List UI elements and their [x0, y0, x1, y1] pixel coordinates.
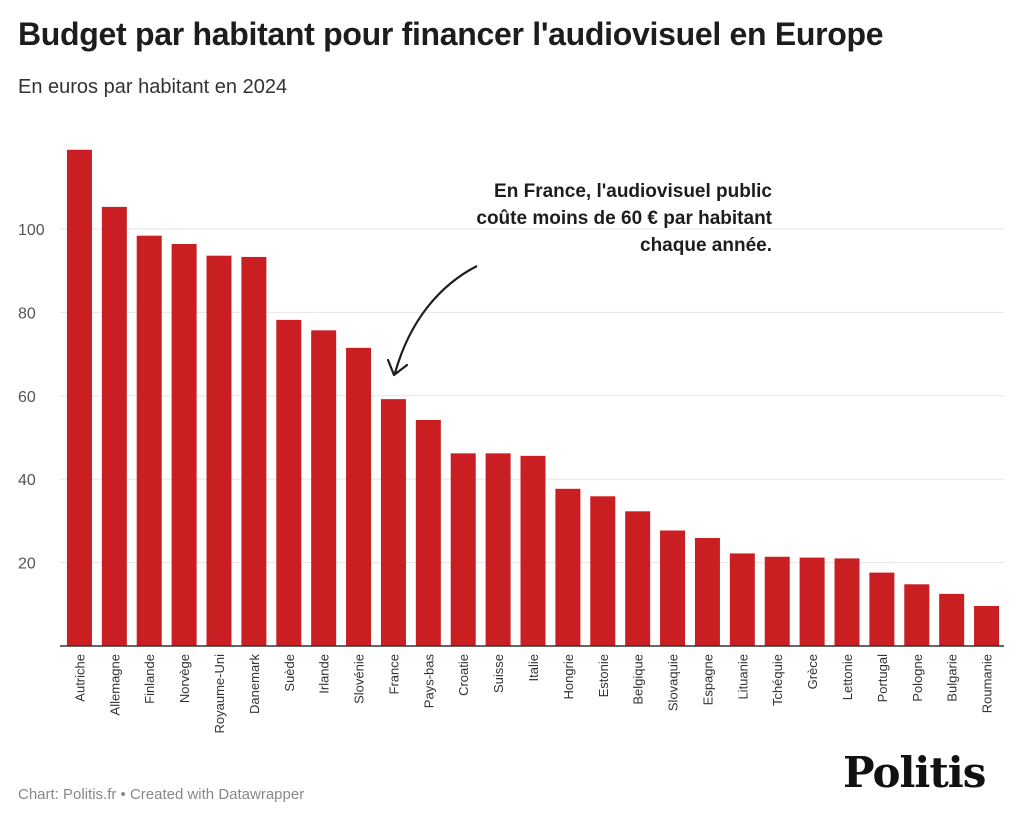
x-tick-label: Autriche — [72, 654, 87, 702]
chart-source-footer: Chart: Politis.fr • Created with Datawra… — [18, 786, 305, 803]
annotation-line-2: coûte moins de 60 € par habitant — [476, 208, 772, 229]
x-tick-label: Slovénie — [352, 654, 367, 704]
annotation-line-1: En France, l'audiovisuel public — [494, 181, 772, 202]
x-tick-label: Lituanie — [735, 654, 750, 700]
bar — [729, 553, 755, 646]
bar — [346, 347, 372, 646]
bar — [660, 530, 686, 646]
bar — [799, 557, 825, 646]
politis-logo: Politis — [843, 748, 986, 797]
bar — [904, 584, 930, 646]
x-tick-label: Royaume-Uni — [212, 654, 227, 734]
y-tick-label: 40 — [18, 472, 36, 489]
bar — [276, 319, 302, 646]
grid-layer: 20 40 60 80 100 — [18, 222, 1004, 573]
chart-title: Budget par habitant pour financer l'audi… — [18, 16, 884, 52]
bar — [311, 330, 337, 646]
chart-subtitle: En euros par habitant en 2024 — [18, 76, 288, 98]
x-tick-label: Norvège — [177, 654, 192, 703]
annotation-arrow-line — [393, 265, 478, 374]
annotation-arrow-head — [386, 358, 409, 377]
x-tick-label: Italie — [526, 654, 541, 681]
bar — [590, 496, 616, 646]
y-tick-label: 20 — [18, 556, 36, 573]
bar — [939, 593, 965, 646]
bar — [450, 453, 476, 646]
x-tick-label: France — [386, 654, 401, 694]
annotation-arrow — [386, 265, 478, 377]
bar — [869, 572, 895, 646]
x-tick-label: Croatie — [456, 654, 471, 696]
bar — [520, 455, 546, 646]
x-tick-label: Espagne — [700, 654, 715, 705]
bar — [206, 255, 232, 647]
annotation-line-3: chaque année. — [640, 235, 772, 256]
bar — [694, 537, 720, 646]
y-tick-label: 80 — [18, 305, 36, 322]
x-tick-label: Roumanie — [980, 654, 995, 713]
bar — [555, 488, 581, 646]
x-tick-label: Bulgarie — [945, 654, 960, 702]
x-tick-label: Irlande — [317, 654, 332, 694]
y-tick-label: 60 — [18, 389, 36, 406]
x-tick-label: Portugal — [875, 654, 890, 703]
x-tick-label: Grèce — [805, 654, 820, 689]
bar — [625, 511, 651, 646]
x-tick-label: Danemark — [247, 654, 262, 714]
x-tick-label: Estonie — [596, 654, 611, 697]
bar — [974, 605, 1000, 646]
france-annotation: En France, l'audiovisuel public coûte mo… — [476, 178, 772, 259]
bar — [171, 244, 197, 646]
x-tick-label: Finlande — [142, 654, 157, 704]
bar — [485, 453, 511, 646]
bar — [764, 556, 790, 646]
x-tick-label: Suède — [282, 654, 297, 692]
bar — [101, 206, 127, 647]
x-tick-label: Slovaquie — [666, 654, 681, 711]
x-tick-label: Allemagne — [107, 654, 122, 715]
x-tick-label: Lettonie — [840, 654, 855, 700]
x-tick-label: Tchéquie — [770, 654, 785, 706]
bar — [66, 149, 92, 646]
x-tick-label: Suisse — [491, 654, 506, 693]
x-tick-label: Pologne — [910, 654, 925, 702]
x-tick-label: Hongrie — [561, 654, 576, 700]
bar — [415, 419, 441, 646]
bar — [834, 558, 860, 646]
y-tick-label: 100 — [18, 222, 45, 239]
bar — [380, 399, 406, 646]
bar — [241, 256, 267, 646]
x-tick-label: Pays-bas — [421, 654, 436, 709]
x-tick-label: Belgique — [631, 654, 646, 705]
bar-layer — [60, 149, 1004, 647]
category-labels: Autriche Allemagne Finlande Norvège Royaume-… — [72, 654, 994, 734]
bar — [136, 235, 162, 646]
